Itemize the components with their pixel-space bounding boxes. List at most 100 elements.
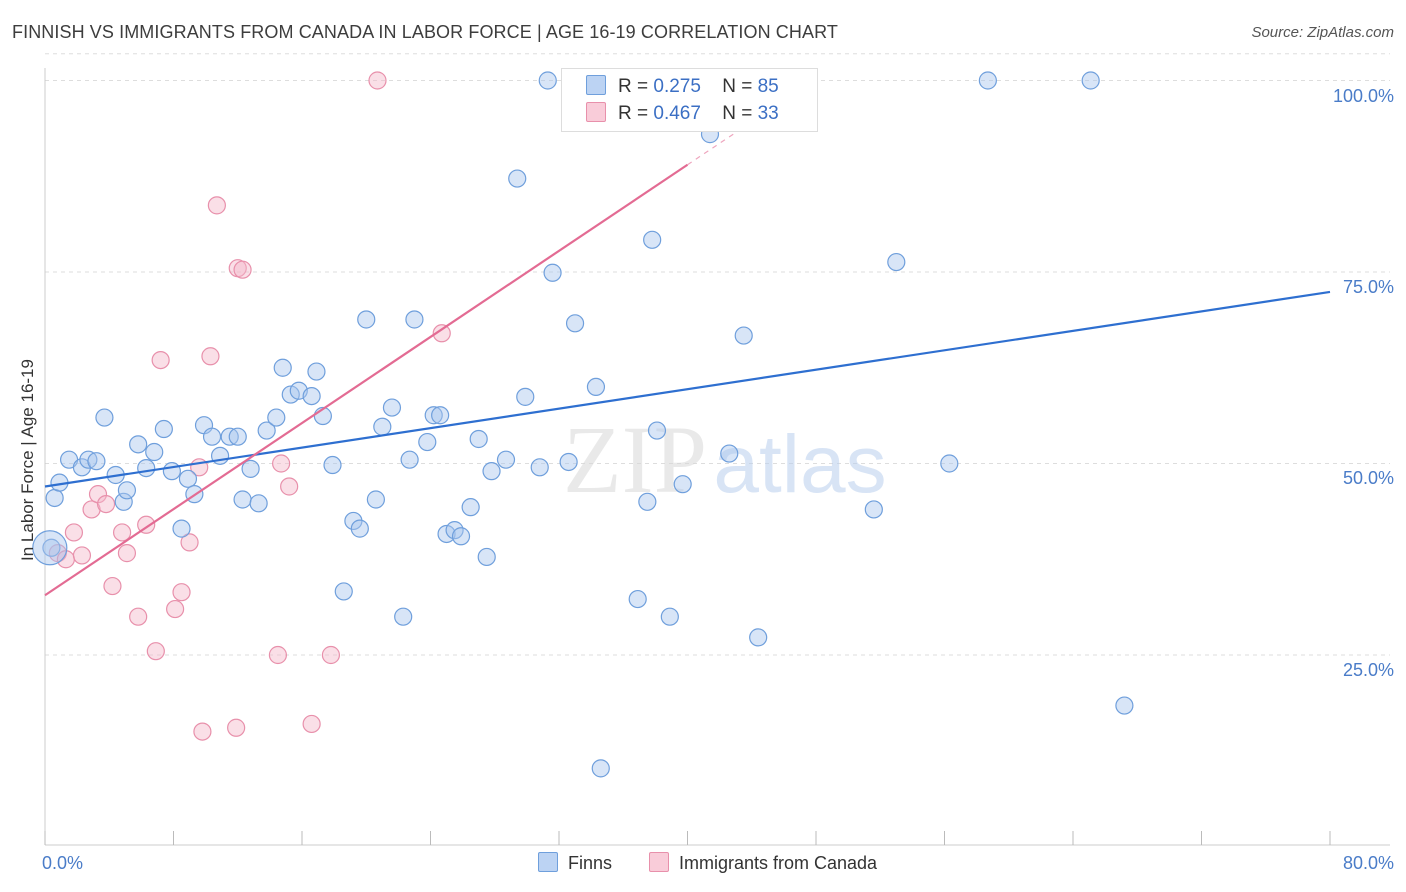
point-canada (172, 583, 191, 602)
point-finns (145, 442, 164, 462)
point-finns (302, 386, 321, 406)
point-canada (233, 260, 252, 279)
legend-row-canada: R = 0.467 N = 33 (586, 102, 779, 126)
point-finns (373, 417, 392, 436)
point-finns (257, 421, 276, 440)
point-canada (302, 714, 321, 734)
point-finns (87, 452, 106, 471)
legend-swatch-finns (586, 75, 606, 95)
point-finns (228, 427, 247, 446)
point-finns (350, 519, 369, 538)
point-canada (112, 523, 132, 542)
legend-finns-n-label: N = (722, 76, 753, 97)
point-finns (307, 362, 326, 381)
legend-item-finns[interactable]: Finns (538, 852, 612, 874)
trend-lines (44, 99, 1331, 597)
point-canada (146, 642, 165, 661)
x-tick-min: 0.0% (42, 853, 84, 873)
point-canada (96, 494, 116, 514)
point-finns (543, 263, 562, 282)
point-finns (137, 458, 156, 478)
point-canada (193, 722, 212, 741)
point-finns (461, 498, 480, 517)
point-finns (249, 494, 268, 513)
x-tick-max: 80.0% (1342, 853, 1394, 873)
point-finns (538, 71, 557, 90)
trend-line-finns (44, 290, 1331, 488)
legend-finns-n-value: 85 (757, 76, 779, 97)
point-canada (117, 544, 137, 563)
legend-canada-r-value: 0.467 (653, 103, 701, 124)
point-finns (586, 377, 606, 396)
point-finns (95, 408, 114, 427)
point-finns (1081, 71, 1100, 90)
watermark-zip: ZIP (563, 406, 707, 513)
point-finns (114, 492, 133, 511)
legend-finns-r-value: 0.275 (653, 76, 701, 97)
point-finns (559, 452, 578, 472)
point-finns (323, 455, 342, 475)
point-finns (887, 252, 906, 272)
legend-row-finns: R = 0.275 N = 85 (586, 75, 779, 99)
point-finns (508, 169, 527, 188)
y-tick-75: 75.0% (1342, 277, 1394, 297)
series-finns-points (32, 71, 1134, 778)
point-finns (172, 519, 191, 538)
point-finns (202, 427, 222, 446)
legend-item-canada-label: Immigrants from Canada (679, 853, 878, 873)
legend-swatch-canada (586, 102, 606, 122)
point-finns (643, 230, 662, 249)
watermark: ZIP atlas (563, 406, 887, 513)
point-finns (451, 527, 471, 546)
point-canada (201, 347, 220, 366)
point-finns (978, 71, 997, 90)
point-finns (129, 435, 148, 454)
stats-legend: R = 0.275 N = 85 R = 0.467 N = 33 (561, 68, 818, 132)
point-canada (180, 533, 199, 552)
point-finns (366, 490, 385, 509)
point-finns (400, 450, 419, 469)
point-finns (496, 450, 516, 469)
point-finns (334, 582, 353, 601)
trend-line-canada (44, 163, 689, 597)
chart-title: FINNISH VS IMMIGRANTS FROM CANADA IN LAB… (12, 22, 838, 42)
point-finns (469, 429, 488, 449)
point-finns (660, 607, 679, 626)
grid-lines (45, 53, 1390, 656)
y-axis-label: In Labor Force | Age 16-19 (18, 359, 37, 561)
point-finns (241, 459, 260, 478)
point-finns (273, 358, 292, 377)
point-canada (272, 454, 291, 473)
point-canada (280, 477, 299, 496)
point-finns (638, 492, 657, 511)
y-tick-100: 100.0% (1332, 86, 1394, 106)
legend-item-canada-swatch (649, 852, 669, 872)
point-canada (321, 645, 341, 665)
series-legend: Finns Immigrants from Canada (0, 852, 1406, 878)
point-canada (268, 645, 288, 665)
point-finns (431, 406, 450, 425)
point-finns (267, 408, 286, 427)
point-finns (405, 310, 424, 329)
point-canada (368, 71, 387, 90)
point-finns (42, 538, 61, 557)
point-finns (530, 458, 549, 477)
point-finns (516, 387, 535, 406)
point-finns (482, 462, 501, 481)
point-canada (129, 607, 148, 626)
point-finns (864, 500, 883, 519)
y-tick-25: 25.0% (1342, 660, 1394, 680)
point-finns (233, 490, 252, 509)
point-finns (162, 462, 181, 481)
point-finns (477, 547, 496, 567)
point-finns (382, 398, 402, 417)
legend-canada-n-value: 33 (757, 103, 779, 124)
point-finns (154, 419, 173, 439)
legend-item-canada[interactable]: Immigrants from Canada (649, 852, 877, 874)
point-finns (117, 481, 137, 500)
point-finns (1115, 696, 1134, 715)
point-finns (940, 454, 959, 473)
y-tick-50: 50.0% (1342, 468, 1394, 488)
point-finns (394, 607, 413, 626)
